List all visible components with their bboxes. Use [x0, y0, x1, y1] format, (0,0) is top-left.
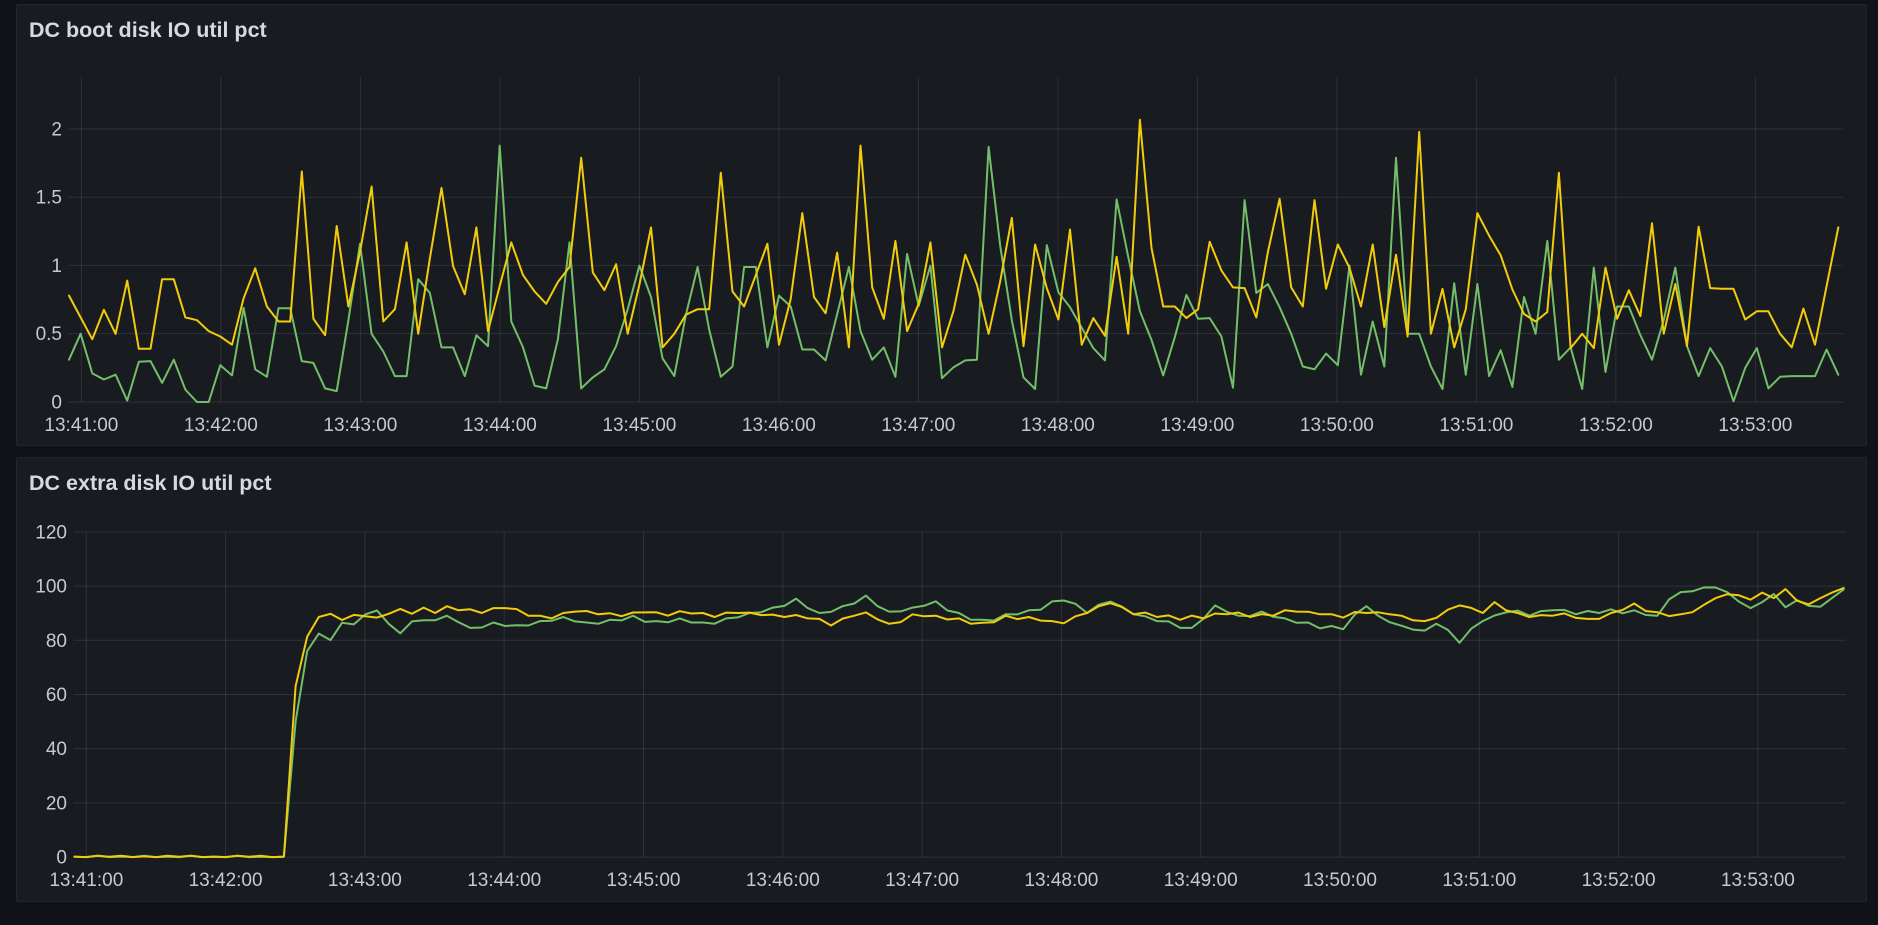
- svg-text:13:45:00: 13:45:00: [602, 415, 676, 436]
- svg-text:13:49:00: 13:49:00: [1160, 415, 1234, 436]
- svg-text:1.5: 1.5: [36, 188, 62, 209]
- svg-text:DC boot disk IO util pct: DC boot disk IO util pct: [29, 18, 267, 42]
- svg-text:13:45:00: 13:45:00: [607, 870, 681, 891]
- svg-text:13:53:00: 13:53:00: [1721, 870, 1795, 891]
- svg-text:40: 40: [46, 739, 67, 760]
- svg-text:13:51:00: 13:51:00: [1442, 870, 1516, 891]
- svg-text:0.5: 0.5: [36, 324, 62, 345]
- svg-text:13:47:00: 13:47:00: [881, 415, 955, 436]
- svg-text:0: 0: [56, 848, 67, 869]
- svg-text:13:42:00: 13:42:00: [184, 415, 258, 436]
- svg-text:13:41:00: 13:41:00: [49, 870, 123, 891]
- svg-text:0: 0: [51, 393, 62, 414]
- svg-text:120: 120: [35, 522, 67, 543]
- svg-text:13:44:00: 13:44:00: [463, 415, 537, 436]
- svg-text:13:48:00: 13:48:00: [1024, 870, 1098, 891]
- svg-text:60: 60: [46, 685, 67, 706]
- svg-text:20: 20: [46, 793, 67, 814]
- svg-text:13:44:00: 13:44:00: [467, 870, 541, 891]
- svg-text:100: 100: [35, 577, 67, 598]
- svg-text:13:52:00: 13:52:00: [1579, 415, 1653, 436]
- svg-text:13:50:00: 13:50:00: [1300, 415, 1374, 436]
- svg-text:DC extra disk IO util pct: DC extra disk IO util pct: [29, 471, 272, 495]
- svg-text:13:43:00: 13:43:00: [323, 415, 397, 436]
- svg-text:13:42:00: 13:42:00: [189, 870, 263, 891]
- svg-text:2: 2: [51, 120, 62, 141]
- svg-text:13:46:00: 13:46:00: [746, 870, 820, 891]
- svg-text:13:41:00: 13:41:00: [44, 415, 118, 436]
- svg-text:13:49:00: 13:49:00: [1164, 870, 1238, 891]
- svg-text:80: 80: [46, 631, 67, 652]
- svg-text:13:43:00: 13:43:00: [328, 870, 402, 891]
- svg-text:13:51:00: 13:51:00: [1439, 415, 1513, 436]
- svg-text:13:50:00: 13:50:00: [1303, 870, 1377, 891]
- svg-text:13:46:00: 13:46:00: [742, 415, 816, 436]
- svg-text:13:53:00: 13:53:00: [1718, 415, 1792, 436]
- svg-text:13:47:00: 13:47:00: [885, 870, 959, 891]
- svg-text:13:52:00: 13:52:00: [1582, 870, 1656, 891]
- svg-text:1: 1: [51, 256, 62, 277]
- svg-text:13:48:00: 13:48:00: [1021, 415, 1095, 436]
